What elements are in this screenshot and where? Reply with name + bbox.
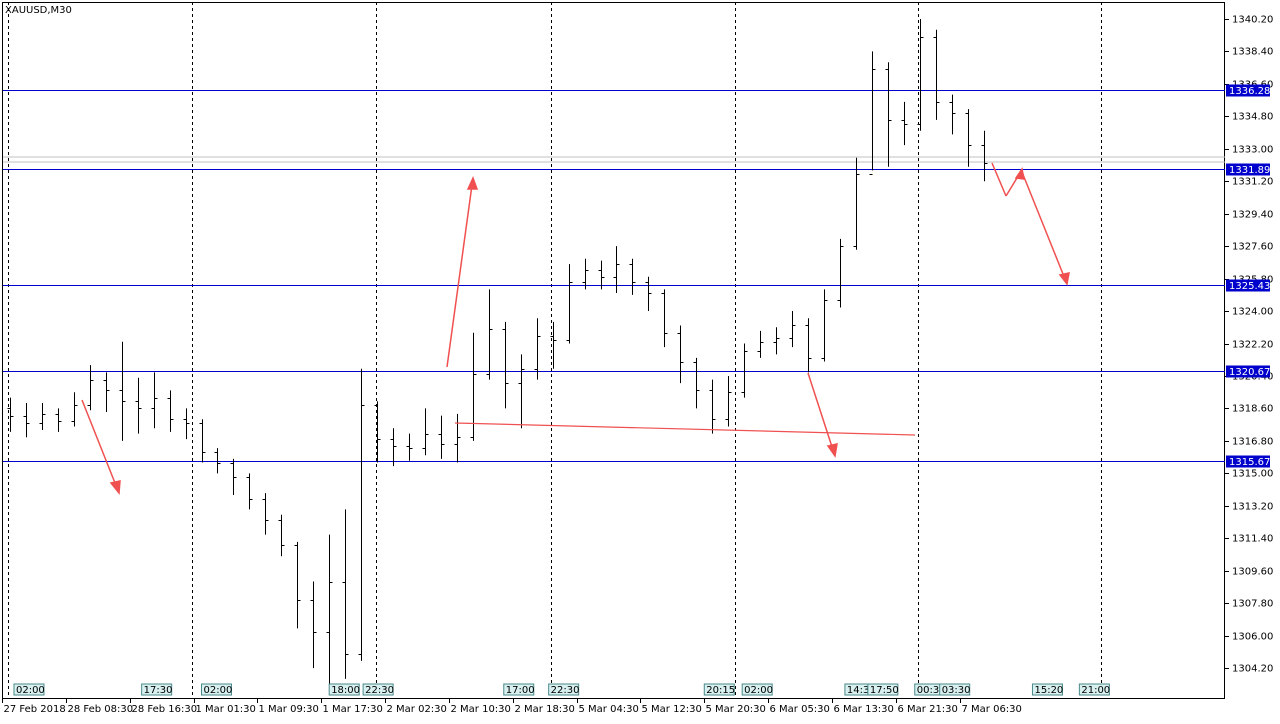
bars-layer [7,18,988,694]
time-marker-box [703,683,735,696]
y-tick-label: 1318.60 [1232,404,1273,415]
arrow-head [466,176,479,190]
x-tick-label: 28 Feb 16:30 [132,704,198,715]
axis-layer: 1340.201338.401336.601334.801333.001331.… [2,15,1273,715]
time-marker-label: 20:15 [706,685,735,696]
arrow [807,372,834,451]
y-tick-label: 1329.40 [1232,210,1273,221]
level-label: 1320.67 [1229,367,1270,378]
y-tick-label: 1306.00 [1232,632,1273,643]
y-tick-label: 1331.20 [1232,177,1273,188]
level-label-box [1226,163,1270,176]
time-marker-box [141,683,173,696]
arrow-head [109,480,121,495]
time-marker-box [201,683,233,696]
y-tick-label: 1307.80 [1232,599,1273,610]
time-marker-label: 02:00 [204,685,233,696]
time-marker-label: 21:00 [1081,685,1110,696]
x-tick-label: 27 Feb 2018 [4,704,66,715]
time-marker-box [548,683,580,696]
time-marker-label: 17:50 [870,685,899,696]
time-marker-box [867,683,899,696]
level-label-box [1226,279,1270,292]
level-label: 1325.43 [1229,281,1270,292]
plot-frame [2,2,1225,699]
y-tick-label: 1334.80 [1232,112,1273,123]
y-tick-label: 1304.20 [1232,664,1273,675]
y-tick-label: 1340.20 [1232,15,1273,26]
y-tick-label: 1333.00 [1232,145,1273,156]
x-tick-label: 6 Mar 13:30 [834,704,894,715]
x-tick-label: 6 Mar 05:30 [770,704,830,715]
time-marker-box [1031,683,1063,696]
level-label: 1331.89 [1229,165,1270,176]
bid-ask-lines [3,156,1225,163]
time-marker-label: 00:30 [917,685,946,696]
y-tick-label: 1309.60 [1232,567,1273,578]
time-marker-box [503,683,535,696]
time-marker-label: 14:30 [847,685,876,696]
x-tick-label: 7 Mar 06:30 [962,704,1022,715]
time-marker-box [1078,683,1110,696]
x-tick-label: 5 Mar 20:30 [706,704,766,715]
time-marker-label: 02:00 [744,685,773,696]
time-marker-box [741,683,773,696]
x-tick-label: 1 Mar 01:30 [196,704,256,715]
x-tick-label: 2 Mar 18:30 [515,704,575,715]
time-marker-box [328,683,360,696]
level-label: 1315.67 [1229,457,1270,468]
time-marker-label: 18:00 [331,685,360,696]
level-label-box [1226,84,1270,97]
arrow [81,399,118,489]
time-marker-label: 02:00 [16,685,45,696]
arrow [1021,171,1066,280]
time-marker-label: 22:30 [551,685,580,696]
y-tick-label: 1324.00 [1232,307,1273,318]
annotations [81,162,1070,495]
time-marker-label: 15:20 [1034,685,1063,696]
x-tick-label: 1 Mar 17:30 [323,704,383,715]
grid-layer [3,2,1225,698]
x-tick-label: 5 Mar 04:30 [579,704,639,715]
x-tick-label: 28 Feb 08:30 [68,704,134,715]
x-tick-label: 5 Mar 12:30 [642,704,702,715]
time-marker-label: 17:00 [506,685,535,696]
level-label: 1336.28 [1229,86,1270,97]
time-marker-label: 17:30 [144,685,173,696]
x-tick-label: 1 Mar 09:30 [259,704,319,715]
y-tick-label: 1311.40 [1232,534,1273,545]
time-marker-label: 22:30 [365,685,394,696]
x-tick-label: 2 Mar 02:30 [387,704,447,715]
level-label-box [1226,455,1270,468]
x-tick-label: 6 Mar 21:30 [898,704,958,715]
time-marker-box [362,683,394,696]
y-tick-label: 1338.40 [1232,47,1273,58]
time-marker-box [13,683,45,696]
arrow [991,162,1007,197]
trend-line [454,422,916,436]
x-tick-label: 2 Mar 10:30 [451,704,511,715]
time-marker-label: 03:30 [942,685,971,696]
time-marker-box [939,683,971,696]
level-label-box [1226,365,1270,378]
y-tick-label: 1316.80 [1232,437,1273,448]
y-tick-label: 1315.00 [1232,469,1273,480]
chart-title: XAUUSD,M30 [5,5,72,16]
y-tick-label: 1322.20 [1232,340,1273,351]
y-tick-label: 1313.20 [1232,502,1273,513]
arrow-head [826,443,838,458]
arrow [446,184,473,368]
arrow-head [1058,272,1070,286]
y-tick-label: 1327.60 [1232,242,1273,253]
